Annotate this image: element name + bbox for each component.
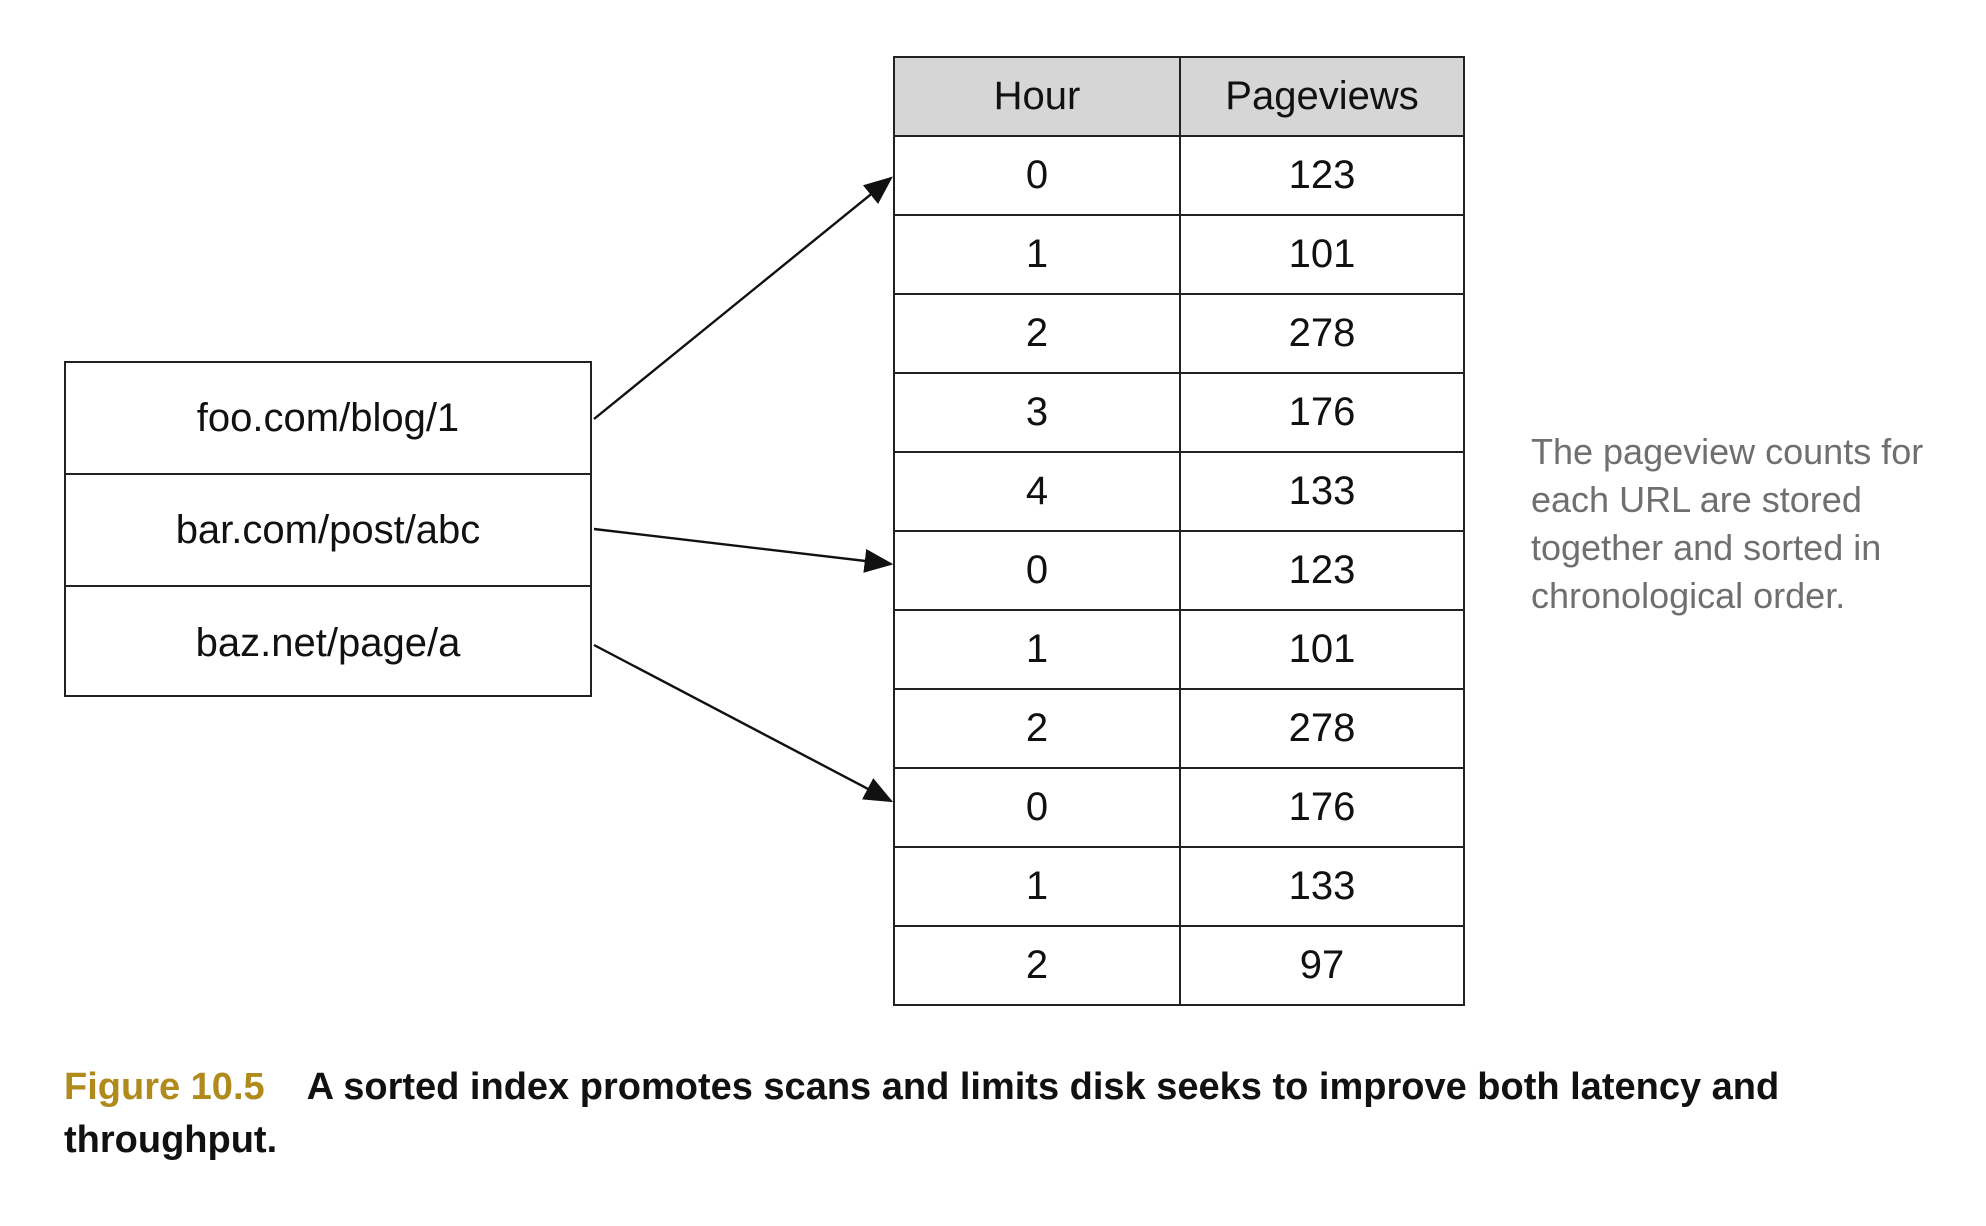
arrow-foo-to-row-1 [593, 176, 893, 420]
table-row: 0 176 [893, 767, 1465, 848]
table-row: 0 123 [893, 135, 1465, 216]
hour-cell: 1 [893, 846, 1181, 927]
column-header-pageviews: Pageviews [1179, 56, 1465, 137]
pageviews-cell: 278 [1179, 293, 1465, 374]
pageviews-cell: 101 [1179, 609, 1465, 690]
pageviews-cell: 133 [1179, 846, 1465, 927]
table-row: 0 123 [893, 530, 1465, 611]
arrow-bar-to-row-6 [593, 527, 894, 573]
hour-cell: 3 [893, 372, 1181, 453]
hour-cell: 0 [893, 767, 1181, 848]
url-row-bar: bar.com/post/abc [66, 475, 590, 587]
hour-cell: 0 [893, 135, 1181, 216]
figure-caption: Figure 10.5 A sorted index promotes scans… [64, 1061, 1924, 1167]
hour-cell: 2 [893, 925, 1181, 1006]
pageviews-cell: 97 [1179, 925, 1465, 1006]
table-row: 4 133 [893, 451, 1465, 532]
hour-cell: 2 [893, 293, 1181, 374]
table-row: 2 278 [893, 688, 1465, 769]
explanatory-note: The pageview counts for each URL are sto… [1531, 431, 1924, 616]
figure-label: Figure 10.5 [64, 1066, 265, 1108]
url-list: foo.com/blog/1 bar.com/post/abc baz.net/… [64, 361, 592, 697]
pageviews-cell: 176 [1179, 372, 1465, 453]
column-header-hour: Hour [893, 56, 1181, 137]
table-header-row: Hour Pageviews [893, 56, 1465, 137]
figure-caption-text: A sorted index promotes scans and limits… [64, 1066, 1780, 1161]
table-row: 2 278 [893, 293, 1465, 374]
arrow-baz-to-row-9 [593, 643, 894, 803]
pageviews-cell: 278 [1179, 688, 1465, 769]
table-row: 2 97 [893, 925, 1465, 1006]
pageviews-cell: 176 [1179, 767, 1465, 848]
url-row-foo: foo.com/blog/1 [66, 363, 590, 475]
hour-cell: 0 [893, 530, 1181, 611]
table-row: 1 101 [893, 609, 1465, 690]
table-row: 1 133 [893, 846, 1465, 927]
pageviews-cell: 123 [1179, 530, 1465, 611]
hour-cell: 2 [893, 688, 1181, 769]
hour-cell: 1 [893, 214, 1181, 295]
url-row-baz: baz.net/page/a [195, 620, 461, 665]
hour-cell: 4 [893, 451, 1181, 532]
table-row: 1 101 [893, 214, 1465, 295]
hour-cell: 1 [893, 609, 1181, 690]
table-row: 3 176 [893, 372, 1465, 453]
pageview-index-table: Hour Pageviews 0 123 1 101 2 278 3 176 4 133 … [893, 56, 1465, 1006]
pageviews-cell: 101 [1179, 214, 1465, 295]
pageviews-cell: 123 [1179, 135, 1465, 216]
pageviews-cell: 133 [1179, 451, 1465, 532]
